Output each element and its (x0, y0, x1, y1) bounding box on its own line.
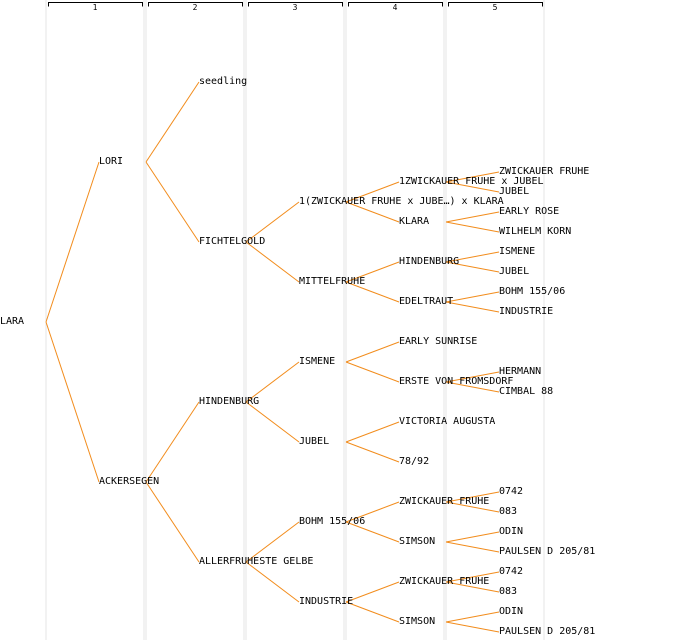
pedigree-connector (445, 621, 500, 633)
pedigree-node-gen5: ZWICKAUER FRUHE (499, 166, 590, 177)
generation-header-2: 2 (192, 3, 198, 12)
pedigree-connector (345, 421, 400, 443)
pedigree-node-gen2: HINDENBURG (199, 396, 260, 407)
pedigree-connector (445, 251, 500, 263)
pedigree-node-gen4: SIMSON (399, 536, 436, 547)
pedigree-connector (445, 581, 500, 593)
pedigree-node-gen5: 083 (499, 506, 518, 517)
pedigree-node-gen5: 0742 (499, 566, 524, 577)
generation-header-bracket (148, 2, 243, 7)
pedigree-node-gen5: 083 (499, 586, 518, 597)
pedigree-node-gen4: 1ZWICKAUER FRUHE x JUBEL (399, 176, 544, 187)
pedigree-connector (445, 531, 500, 543)
pedigree-node-gen5: BOHM 155/06 (499, 286, 566, 297)
pedigree-connector (445, 261, 500, 273)
pedigree-connector (245, 241, 300, 283)
pedigree-connector (445, 211, 500, 223)
pedigree-node-gen5: PAULSEN D 205/81 (499, 626, 596, 637)
pedigree-connector (345, 501, 400, 523)
pedigree-node-gen5: INDUSTRIE (499, 306, 554, 317)
pedigree-node-gen4: 78/92 (399, 456, 430, 467)
generation-header-bracket (348, 2, 443, 7)
pedigree-connector (345, 181, 400, 203)
pedigree-node-gen4: ZWICKAUER FRUHE (399, 496, 490, 507)
pedigree-connector (445, 381, 500, 393)
pedigree-connector (145, 481, 200, 563)
pedigree-connector (345, 361, 400, 383)
pedigree-connector (445, 611, 500, 623)
pedigree-node-gen5: CIMBAL 88 (499, 386, 554, 397)
pedigree-node-gen5: JUBEL (499, 266, 530, 277)
pedigree-connector (245, 401, 300, 443)
pedigree-connector (445, 181, 500, 193)
pedigree-node-gen4: SIMSON (399, 616, 436, 627)
pedigree-connector (345, 281, 400, 303)
generation-header-4: 4 (392, 3, 398, 12)
pedigree-connector (445, 491, 500, 503)
pedigree-node-gen3: MITTELFRUHE (299, 276, 366, 287)
pedigree-node-gen4: HINDENBURG (399, 256, 460, 267)
generation-header-bracket (448, 2, 543, 7)
pedigree-connector (445, 171, 500, 183)
pedigree-connectors (45, 81, 500, 633)
pedigree-node-gen5: 0742 (499, 486, 524, 497)
pedigree-node-gen3: 1(ZWICKAUER FRUHE x JUBE…) x KLARA (299, 196, 504, 207)
pedigree-node-gen5: ODIN (499, 606, 524, 617)
pedigree-connector (345, 521, 400, 543)
pedigree-node-gen4: VICTORIA AUGUSTA (399, 416, 496, 427)
generation-header-bracket (248, 2, 343, 7)
pedigree-node-gen1: ACKERSEGEN (99, 476, 160, 487)
pedigree-node-gen5: JUBEL (499, 186, 530, 197)
pedigree-node-gen2: FICHTELGOLD (199, 236, 266, 247)
pedigree-connector (145, 161, 200, 243)
pedigree-connector (445, 501, 500, 513)
generation-header-1: 1 (92, 3, 98, 12)
pedigree-node-gen5: PAULSEN D 205/81 (499, 546, 596, 557)
pedigree-node-gen4: EARLY SUNRISE (399, 336, 478, 347)
pedigree-connector (445, 571, 500, 583)
pedigree-node-gen5: EARLY ROSE (499, 206, 560, 217)
generation-column-lines (45, 0, 545, 640)
pedigree-node-gen4: ZWICKAUER FRUHE (399, 576, 490, 587)
pedigree-connector (345, 601, 400, 623)
pedigree-connector (245, 561, 300, 603)
pedigree-connector (45, 161, 100, 323)
pedigree-node-gen5: WILHELM KORN (499, 226, 572, 237)
pedigree-node-gen4: ERSTE VON FROMSDORF (399, 376, 514, 387)
pedigree-connector (445, 371, 500, 383)
pedigree-node-gen4: KLARA (399, 216, 430, 227)
pedigree-connector (345, 261, 400, 283)
pedigree-connector (345, 201, 400, 223)
pedigree-connector (145, 81, 200, 163)
pedigree-connector (345, 341, 400, 363)
pedigree-node-gen4: EDELTRAUT (399, 296, 454, 307)
pedigree-connector (445, 541, 500, 553)
pedigree-connector (245, 521, 300, 563)
pedigree-node-gen2: ALLERFRUHESTE GELBE (199, 556, 314, 567)
generation-header-3: 3 (292, 3, 298, 12)
generation-header-5: 5 (492, 3, 498, 12)
pedigree-node-gen1: LORI (99, 156, 124, 167)
pedigree-node-gen2: seedling (199, 76, 248, 87)
pedigree-connector (345, 441, 400, 463)
pedigree-node-gen3: JUBEL (299, 436, 330, 447)
pedigree-connector (345, 581, 400, 603)
pedigree-root-node: LARA (0, 316, 25, 327)
pedigree-connector (245, 201, 300, 243)
pedigree-connector (445, 291, 500, 303)
pedigree-connector (245, 361, 300, 403)
pedigree-node-gen3: ISMENE (299, 356, 336, 367)
pedigree-node-gen5: ODIN (499, 526, 524, 537)
generation-header-brackets (48, 2, 543, 7)
pedigree-node-gen3: INDUSTRIE (299, 596, 354, 607)
pedigree-connector (445, 301, 500, 313)
generation-header-bracket (48, 2, 143, 7)
pedigree-node-gen5: ISMENE (499, 246, 536, 257)
pedigree-connector (45, 321, 100, 483)
pedigree-node-gen3: BOHM 155/06 (299, 516, 366, 527)
pedigree-node-gen5: HERMANN (499, 366, 542, 377)
pedigree-connector (145, 401, 200, 483)
pedigree-connector (445, 221, 500, 233)
